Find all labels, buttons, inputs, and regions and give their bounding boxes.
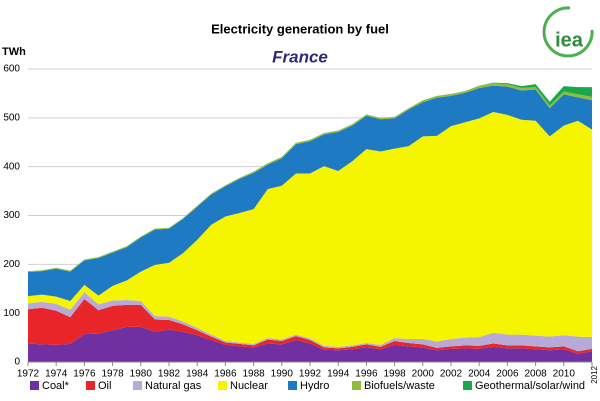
y-tick-label: 100 — [3, 308, 20, 319]
chart-title: Electricity generation by fuel — [211, 21, 389, 36]
area — [28, 299, 592, 354]
legend-label: Coal* — [42, 380, 70, 392]
y-tick-label: 600 — [3, 64, 20, 75]
legend-swatch — [352, 381, 361, 390]
area — [28, 292, 592, 352]
legend-label: Natural gas — [145, 380, 202, 392]
legend-item: Coal* — [30, 380, 70, 392]
y-axis-label: TWh — [2, 46, 26, 58]
legend-label: Hydro — [300, 380, 329, 392]
x-tick-label: 1980 — [130, 369, 153, 380]
legend-swatch — [463, 381, 472, 390]
x-tick-label: 2000 — [412, 369, 435, 380]
x-tick-label: 1986 — [214, 369, 237, 380]
legend-swatch — [288, 381, 297, 390]
legend-swatch — [86, 381, 95, 390]
x-tick-label: 2010 — [553, 369, 576, 380]
y-tick-label: 400 — [3, 161, 20, 172]
x-tick-label: 2002 — [440, 369, 463, 380]
y-tick-label: 500 — [3, 112, 20, 123]
legend-item: Oil — [86, 380, 111, 392]
x-tick-label: 1982 — [158, 369, 181, 380]
legend-label: Biofuels/waste — [364, 380, 435, 392]
x-tick-label: 1974 — [45, 369, 68, 380]
x-tick-label: 1992 — [299, 369, 322, 380]
legend-label: Nuclear — [230, 380, 268, 392]
x-tick-label: 1984 — [186, 369, 209, 380]
x-tick-label: 1976 — [73, 369, 96, 380]
area — [28, 111, 592, 347]
area — [28, 85, 592, 301]
legend-item: Biofuels/waste — [352, 380, 435, 392]
logo-text: iea — [555, 29, 584, 51]
x-tick-label: 2006 — [496, 369, 519, 380]
chart-subtitle: France — [272, 47, 328, 66]
legend-item: Natural gas — [133, 380, 202, 392]
x-tick-label: 1998 — [383, 369, 406, 380]
logo: iea — [542, 6, 594, 58]
y-tick-label: 300 — [3, 210, 20, 221]
x-tick-label: 1972 — [17, 369, 40, 380]
area — [28, 326, 592, 362]
x-tick-label: 1978 — [101, 369, 124, 380]
x-tick-label: 2004 — [468, 369, 491, 380]
x-tick-label: 1996 — [355, 369, 378, 380]
legend-swatch — [218, 381, 227, 390]
legend-item: Geothermal/solar/wind — [463, 380, 585, 392]
y-tick-label: 200 — [3, 259, 20, 270]
y-tick-label: 0 — [14, 357, 20, 368]
legend-swatch — [133, 381, 142, 390]
legend-item: Hydro — [288, 380, 329, 392]
legend-label: Geothermal/solar/wind — [475, 380, 585, 392]
legend-swatch — [30, 381, 39, 390]
x-tick-label: 1990 — [271, 369, 294, 380]
legend-item: Nuclear — [218, 380, 268, 392]
x-tick-label: 2012 — [590, 365, 599, 383]
legend-label: Oil — [98, 380, 111, 392]
x-tick-label: 1994 — [327, 369, 350, 380]
x-tick-label: 2008 — [524, 369, 547, 380]
x-tick-label: 1988 — [242, 369, 265, 380]
logo-ring — [542, 6, 594, 58]
